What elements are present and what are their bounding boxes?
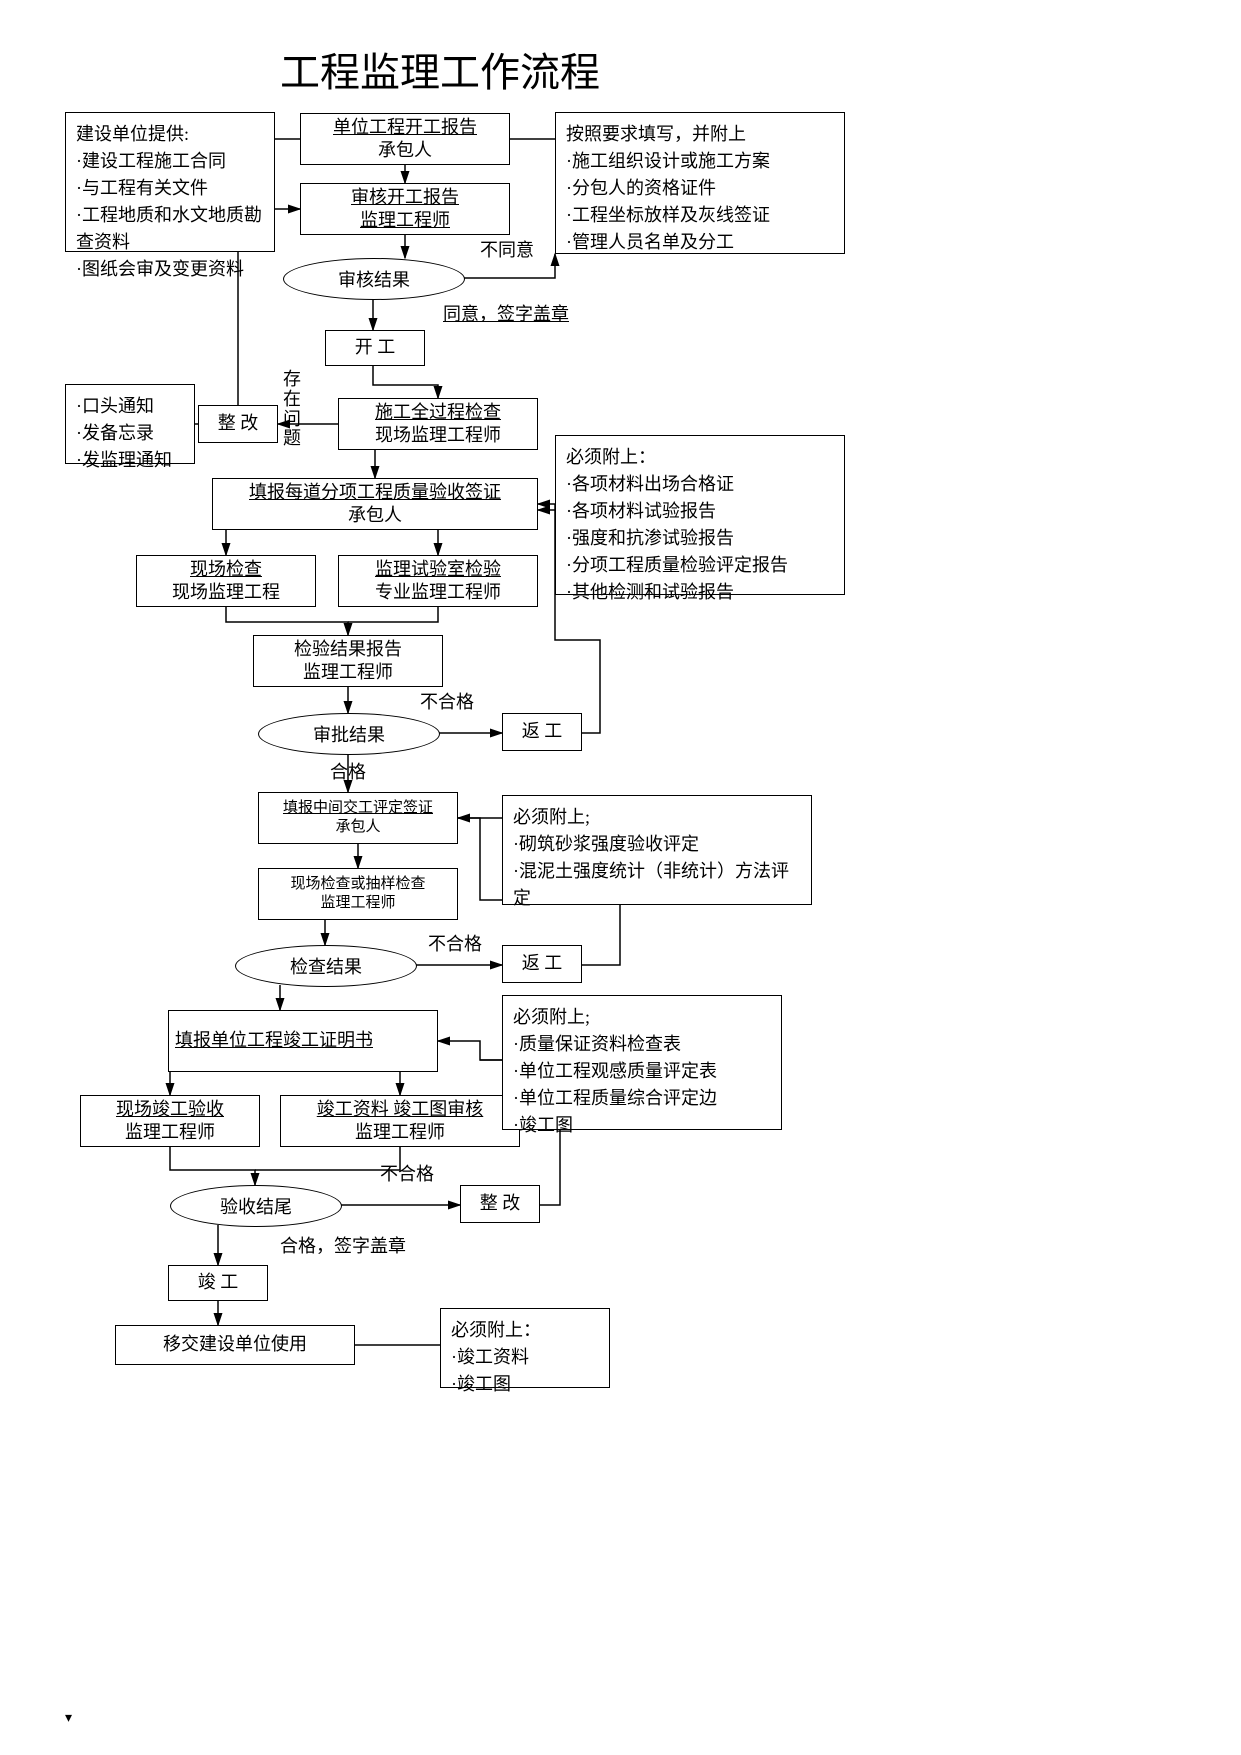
node-n_done: 竣 工 xyxy=(168,1265,268,1301)
stray-arrow: ▾ xyxy=(65,1710,72,1727)
page-title: 工程监理工作流程 xyxy=(280,40,600,98)
node-n_start: 开 工 xyxy=(325,330,425,366)
node-d_approve: 审批结果 xyxy=(258,713,440,755)
node-n_fill1: 填报每道分项工程质量验收签证承包人 xyxy=(212,478,538,530)
note-note7: 必须附上：·竣工资料·竣工图 xyxy=(440,1308,610,1388)
node-n_rectify2: 整 改 xyxy=(460,1185,540,1223)
label-l_pass1: 合格 xyxy=(330,758,366,784)
node-n_rectify1: 整 改 xyxy=(198,405,278,443)
node-n_review: 审核开工报告监理工程师 xyxy=(300,183,510,235)
label-l_fail1: 不合格 xyxy=(420,688,474,714)
label-l_fail2: 不合格 xyxy=(428,930,482,956)
edge-6 xyxy=(373,366,438,398)
node-n_test: 检验结果报告监理工程师 xyxy=(253,635,443,687)
label-l_agree: 同意，签字盖章 xyxy=(443,300,569,326)
note-note6: 必须附上;·质量保证资料检查表·单位工程观感质量评定表·单位工程质量综合评定边·… xyxy=(502,995,782,1130)
node-n_rework1: 返 工 xyxy=(502,713,582,751)
node-n_lab: 监理试验室检验专业监理工程师 xyxy=(338,555,538,607)
node-d_final: 验收结尾 xyxy=(170,1185,342,1227)
node-n_site1: 现场检查现场监理工程 xyxy=(136,555,316,607)
label-l_pass3: 合格，签字盖章 xyxy=(280,1232,406,1258)
label-l_issue: 存在问题 xyxy=(283,370,303,449)
node-n_data: 竣工资料 竣工图审核监理工程师 xyxy=(280,1095,520,1147)
edge-14 xyxy=(348,607,438,622)
note-note5: 必须附上;·砌筑砂浆强度验收评定·混泥土强度统计（非统计）方法评定 xyxy=(502,795,812,905)
note-note1: 建设单位提供:·建设工程施工合同·与工程有关文件·工程地质和水文地质勘查资料·图… xyxy=(65,112,275,252)
label-l_fail3: 不合格 xyxy=(380,1160,434,1186)
note-note4: 必须附上：·各项材料出场合格证·各项材料试验报告·强度和抗渗试验报告·分项工程质… xyxy=(555,435,845,595)
node-n_fill3: 填报单位工程竣工证明书 xyxy=(168,1010,438,1072)
node-n_rework2: 返 工 xyxy=(502,945,582,983)
node-n_handover: 移交建设单位使用 xyxy=(115,1325,355,1365)
flowchart-canvas: 工程监理工作流程 ▾ 单位工程开工报告承包人审核开工报告监理工程师审核结果开 工… xyxy=(0,0,1241,1755)
node-n_accept: 现场竣工验收监理工程师 xyxy=(80,1095,260,1147)
node-d_check: 检查结果 xyxy=(235,945,417,987)
note-note3: ·口头通知·发备忘录·发监理通知 xyxy=(65,384,195,464)
edge-13 xyxy=(226,607,348,635)
node-n_process: 施工全过程检查现场监理工程师 xyxy=(338,398,538,450)
edge-28 xyxy=(255,1147,400,1170)
label-l_disagree: 不同意 xyxy=(480,236,534,262)
node-n_fill2: 填报中间交工评定签证承包人 xyxy=(258,792,458,844)
node-n_report: 单位工程开工报告承包人 xyxy=(300,113,510,165)
edge-27 xyxy=(170,1147,255,1185)
node-n_site2: 现场检查或抽样检查监理工程师 xyxy=(258,868,458,920)
node-d_review: 审核结果 xyxy=(283,258,465,300)
note-note2: 按照要求填写，并附上·施工组织设计或施工方案·分包人的资格证件·工程坐标放样及灰… xyxy=(555,112,845,254)
